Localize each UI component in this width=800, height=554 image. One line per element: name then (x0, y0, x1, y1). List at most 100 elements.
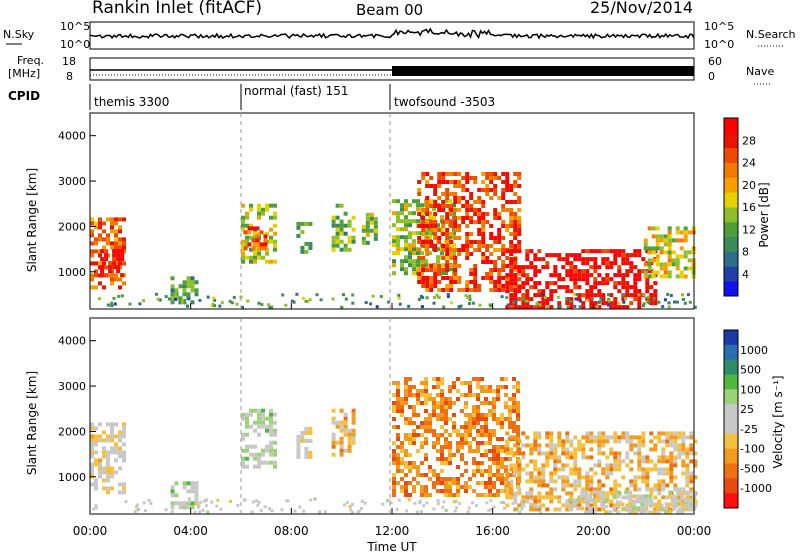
power-cell-586 (441, 180, 446, 184)
power-cell-137 (190, 280, 195, 285)
vel-cell-127 (241, 464, 245, 469)
vel-cell-143 (253, 420, 257, 425)
power-cell-722 (473, 180, 478, 184)
power-cell-261 (335, 243, 340, 248)
vel-cell-24 (98, 434, 102, 439)
vel-cell-693 (500, 377, 504, 381)
vel-cell-135 (245, 456, 249, 461)
power-cell-581 (437, 272, 442, 276)
power-cell-625 (449, 204, 454, 208)
vel-cell-1344 (600, 498, 605, 503)
vel-cell-226 (339, 420, 344, 425)
vel-cell-553 (464, 485, 468, 489)
power-cell-517 (425, 180, 430, 184)
power-cell-837 (501, 220, 506, 224)
vel-cell-576 (472, 421, 476, 425)
vel-cell-255 (392, 381, 396, 385)
vel-cell-1268 (677, 499, 682, 504)
power-cell-1249 (651, 226, 656, 231)
power-cell-1166 (621, 273, 626, 278)
power-cell-348 (404, 271, 408, 276)
power-cell-198 (265, 251, 269, 256)
power-cell-886 (513, 212, 518, 216)
power-cell-632 (449, 248, 454, 252)
power-cell-841 (501, 248, 506, 252)
power-cell-1040 (565, 257, 570, 262)
vel-cell-31 (102, 430, 106, 435)
vel-cell-1322 (576, 498, 581, 503)
power-cell-990 (533, 285, 538, 290)
power-cell-562 (433, 248, 438, 252)
vel-cell-916 (553, 471, 558, 476)
power-cell-1087 (585, 273, 590, 278)
vel-cell-857 (533, 495, 538, 500)
power-cell-518 (425, 184, 430, 188)
power-cell-532 (425, 276, 430, 280)
vel-scatter-105 (202, 499, 206, 503)
vel-cell-815 (517, 479, 522, 484)
power-cell-1179 (625, 285, 630, 290)
power-cell-1253 (651, 258, 656, 263)
vel-scatter-100 (188, 499, 192, 503)
vel-cell-1277 (681, 463, 686, 468)
vel-scatter-18 (444, 509, 448, 512)
power-scatter-10 (686, 293, 690, 297)
power-cell-810 (493, 268, 498, 272)
velocity-colorbar-title: Velocity [m s⁻¹] (771, 375, 785, 468)
power-cell-1242 (647, 226, 652, 231)
power-cell-690 (465, 200, 470, 204)
power-cell-114 (120, 273, 125, 278)
vel-scatter-54 (677, 502, 680, 506)
power-scatter-120 (351, 293, 355, 297)
vel-cell-182 (269, 448, 273, 453)
power-scatter-81 (397, 293, 401, 297)
power-scatter-116 (541, 292, 544, 296)
power-cell-120 (170, 300, 175, 305)
power-cell-730 (473, 268, 478, 272)
vel-cell-396 (424, 453, 428, 457)
vel-cell-935 (561, 451, 566, 456)
vel-cell-678 (496, 397, 500, 401)
power-cell-611 (445, 236, 450, 240)
power-cell-1217 (645, 281, 650, 286)
vel-cell-366 (416, 473, 420, 477)
vel-cell-617 (480, 469, 484, 473)
power-cell-177 (253, 259, 257, 264)
vel-cell-47 (106, 466, 110, 471)
vel-cell-229 (339, 436, 344, 441)
vel-cell-1 (90, 426, 94, 431)
vel-cell-690 (496, 477, 500, 481)
vel-cell-1335 (592, 490, 597, 495)
vel-cell-374 (420, 433, 424, 437)
vel-scatter-23 (164, 508, 168, 512)
power-cell-531 (425, 268, 430, 272)
power-cell-843 (501, 260, 506, 264)
vel-cell-885 (545, 435, 550, 440)
vel-scatter-42 (425, 501, 429, 505)
power-cell-691 (465, 204, 470, 208)
vel-scatter-49 (601, 505, 605, 509)
power-cell-1169 (621, 285, 626, 290)
power-cell-349 (408, 203, 412, 208)
vel-cell-259 (392, 409, 396, 413)
vel-cell-299 (400, 457, 404, 461)
vel-scatter-82 (193, 510, 197, 514)
power-cell-260 (335, 239, 340, 244)
power-cell-321 (396, 243, 400, 248)
vel-cell-1362 (628, 502, 633, 507)
power-cell-959 (521, 281, 526, 286)
power-scatter-72 (661, 305, 665, 308)
vel-cell-1388 (656, 506, 661, 511)
vel-cell-512 (452, 493, 456, 497)
vel-scatter-15 (256, 503, 260, 507)
freq-left-units: [MHz] (8, 67, 40, 80)
vel-cell-1007 (585, 479, 590, 484)
vel-cell-1146 (637, 459, 642, 464)
vel-cell-1350 (612, 494, 617, 499)
vel-cell-416 (432, 401, 436, 405)
power-cell-607 (445, 216, 450, 220)
vel-scatter-147 (92, 507, 96, 511)
vel-cell-1343 (600, 494, 605, 499)
power-cell-712 (469, 220, 474, 224)
power-cell-376 (416, 219, 420, 224)
